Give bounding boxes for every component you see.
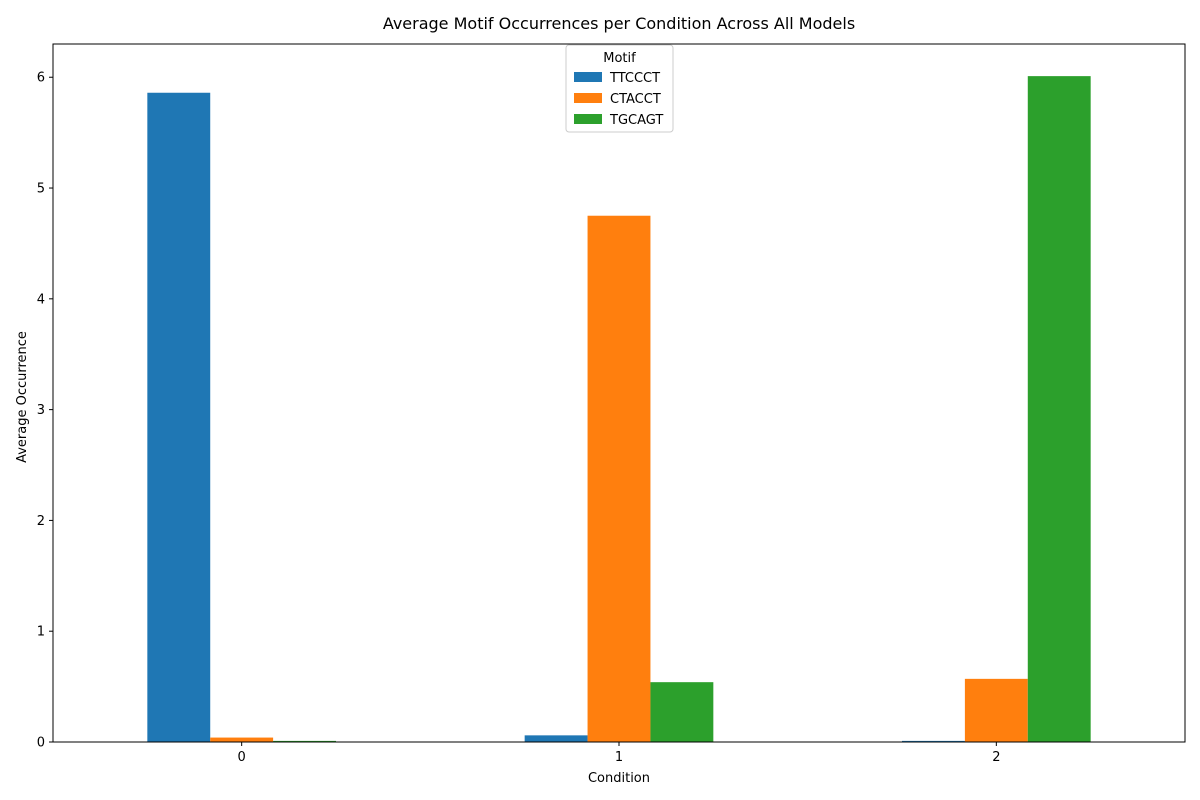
y-tick-label: 6 [37,71,45,86]
legend-label-TGCAGT: TGCAGT [609,113,663,128]
bar-CTACCT-condition-2 [964,678,1028,742]
x-tick-label: 1 [615,750,623,765]
legend-label-TTCCCT: TTCCCT [609,71,660,86]
legend-swatch-CTACCT [574,93,602,103]
y-tick-label: 0 [37,736,45,751]
x-tick-label: 0 [238,750,246,765]
bars-group [147,76,1091,743]
legend-swatch-TTCCCT [574,72,602,82]
y-tick-label: 3 [37,403,45,418]
y-tick-label: 2 [37,514,45,529]
y-axis-label: Average Occurrence [15,331,30,463]
ticks-group: 0 1 2 0 1 2 3 4 5 6 [37,71,1001,765]
bar-TGCAGT-condition-0 [273,740,336,742]
bar-TTCCCT-condition-0 [147,92,211,742]
bar-TTCCCT-condition-1 [524,735,588,742]
bar-TGCAGT-condition-1 [650,682,714,742]
legend-title: Motif [603,51,636,66]
bar-TGCAGT-condition-2 [1027,76,1091,743]
y-tick-label: 4 [37,292,45,307]
legend-label-CTACCT: CTACCT [610,92,661,107]
y-tick-label: 1 [37,625,45,640]
bar-TTCCCT-condition-2 [902,740,965,742]
legend-swatch-TGCAGT [574,114,602,124]
x-tick-label: 2 [992,750,1000,765]
y-tick-label: 5 [37,182,45,197]
chart-title: Average Motif Occurrences per Condition … [383,14,855,33]
bar-CTACCT-condition-0 [210,737,274,742]
legend: Motif TTCCCT CTACCT TGCAGT [565,44,674,133]
legend-box [565,44,674,133]
x-axis-label: Condition [588,771,650,786]
bar-CTACCT-condition-1 [587,215,651,742]
